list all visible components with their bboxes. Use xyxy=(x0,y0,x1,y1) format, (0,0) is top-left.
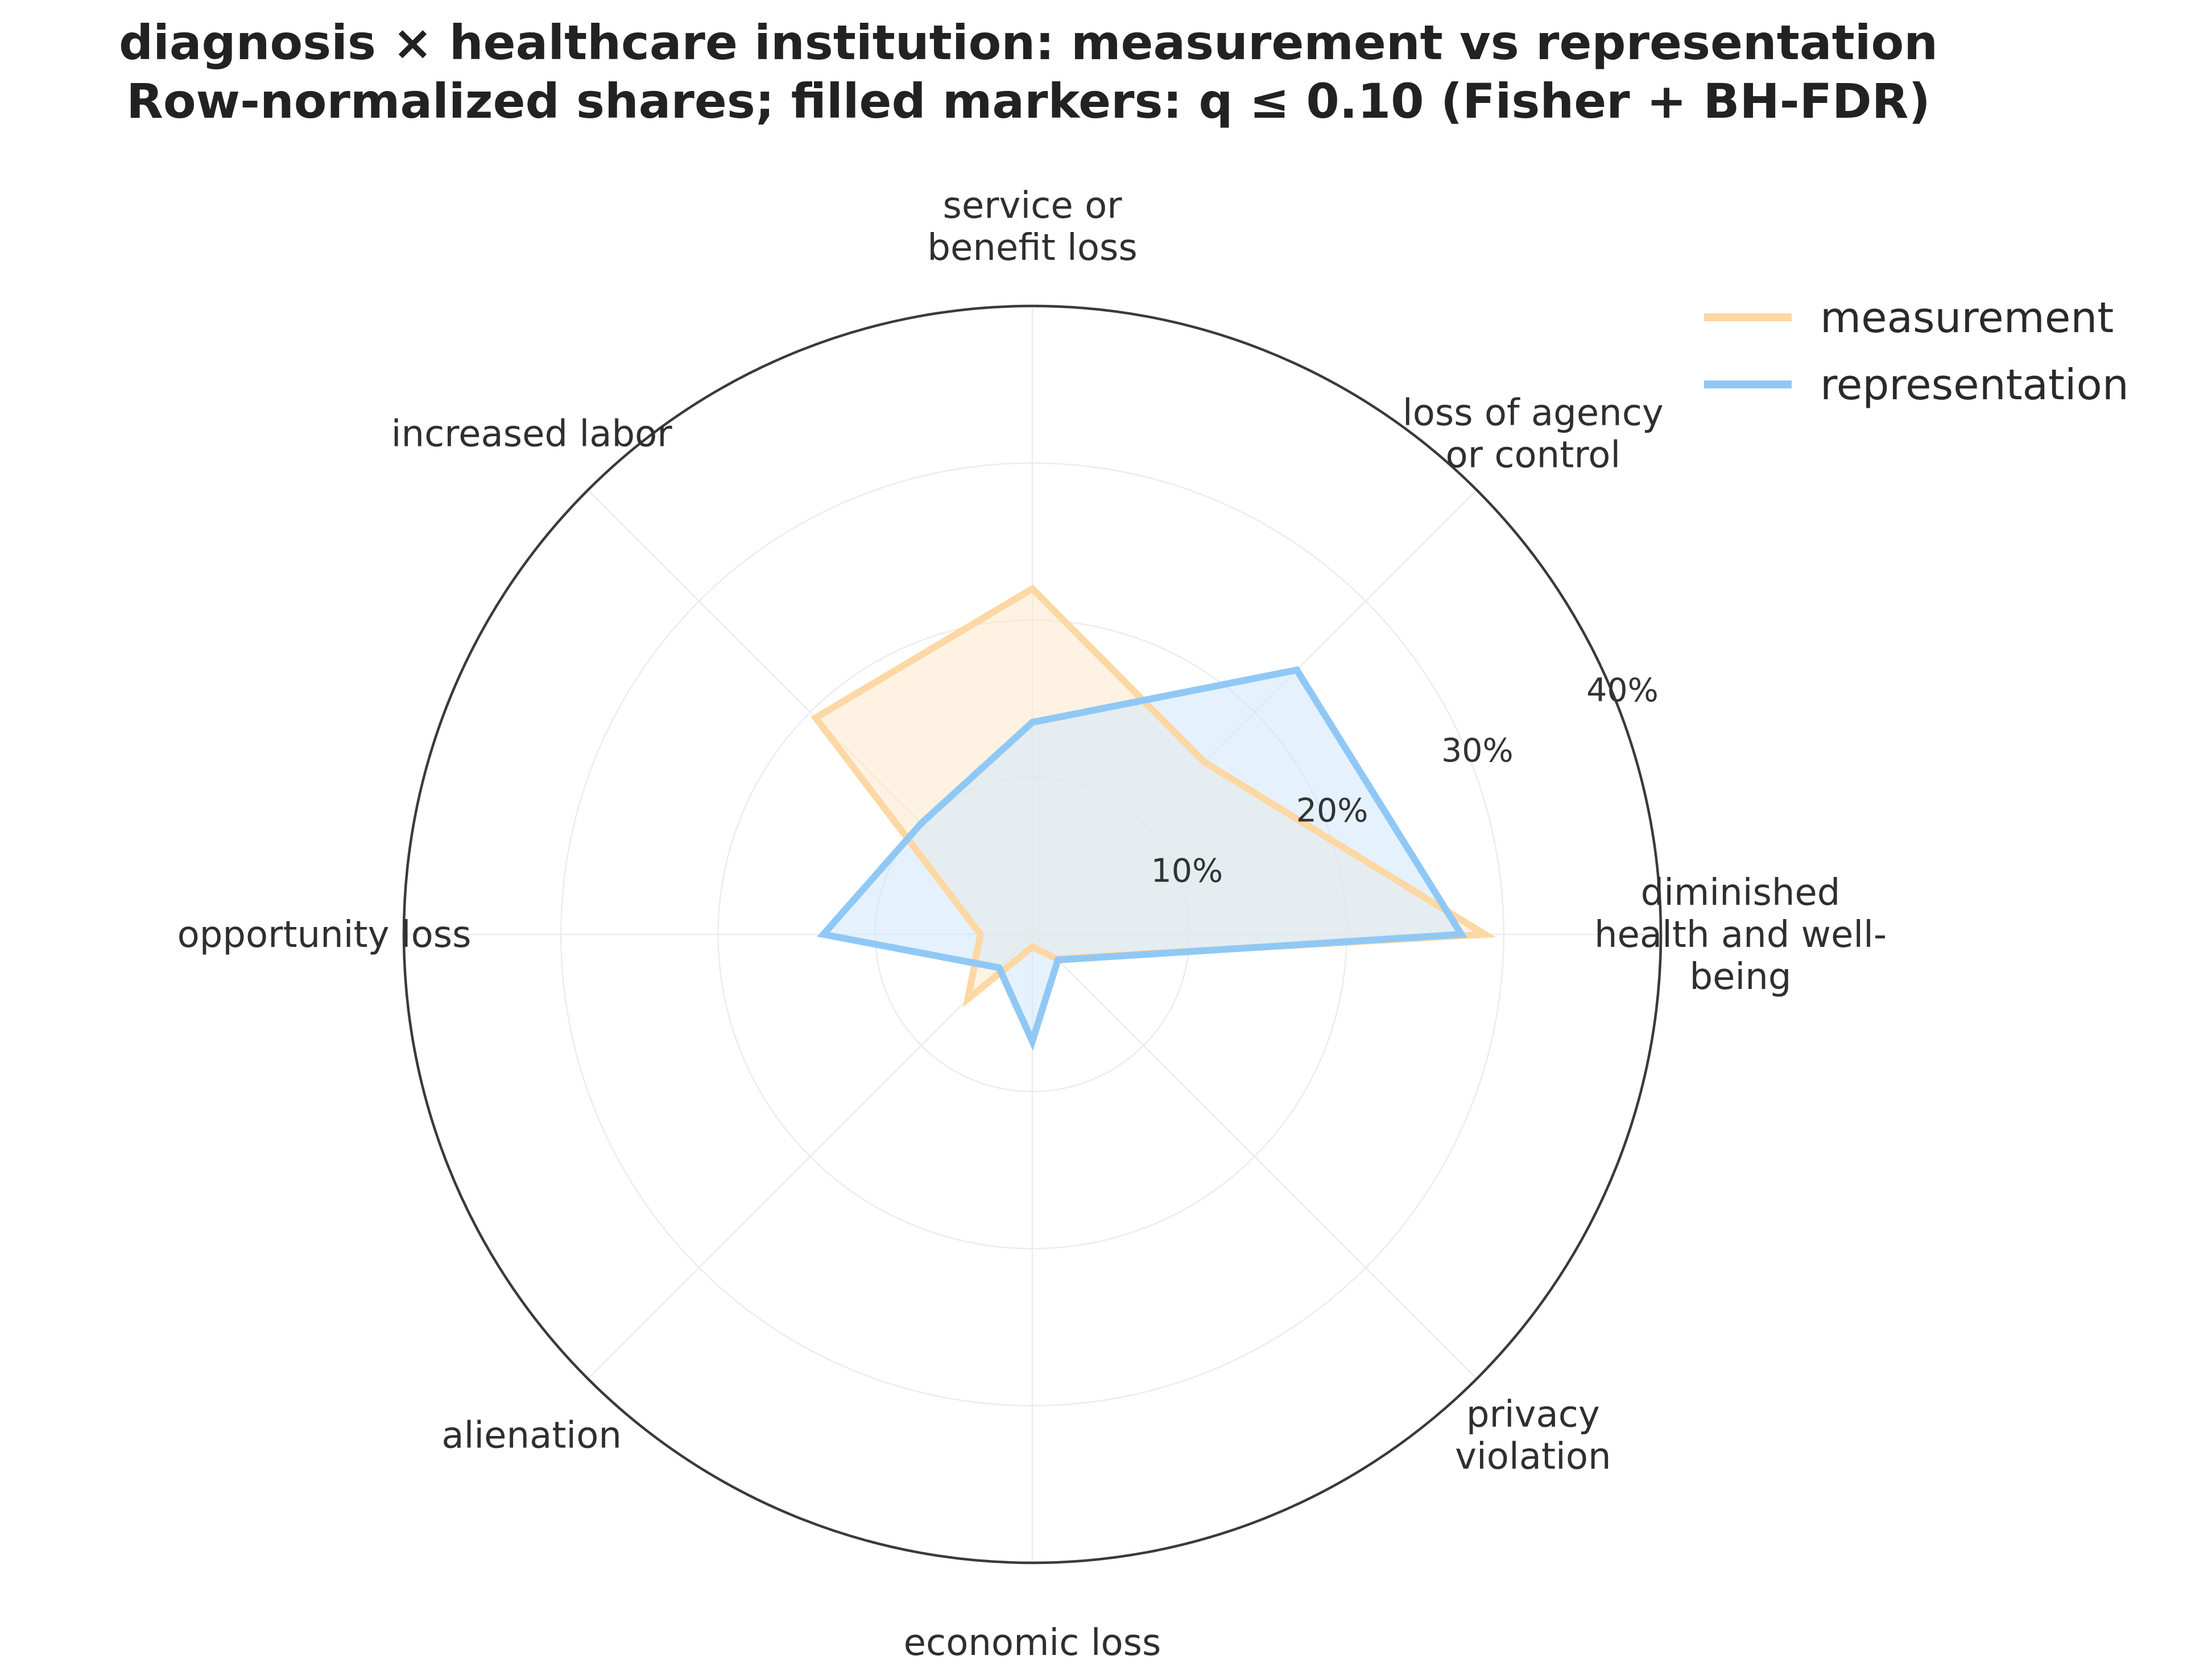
category-label: loss of agency or control xyxy=(1403,392,1664,477)
series-area-representation xyxy=(823,670,1462,1041)
category-label-line: privacy xyxy=(1466,1393,1600,1435)
chart-title: diagnosis × healthcare institution: meas… xyxy=(119,15,1938,71)
radial-tick-label: 30% xyxy=(1441,732,1514,769)
grid-spoke xyxy=(1032,934,1478,1380)
legend-label-representation: representation xyxy=(1820,361,2129,409)
category-label: diminished health and well-being xyxy=(1594,872,1887,998)
series-group xyxy=(811,584,1496,1051)
category-label-line: being xyxy=(1690,956,1792,998)
category-label-line: alienation xyxy=(441,1414,622,1456)
category-label: service or benefit loss xyxy=(927,185,1137,269)
radial-tick-label: 40% xyxy=(1586,672,1659,709)
category-label-line: health and well- xyxy=(1594,914,1887,956)
radial-tick-labels: 10% 20% 30% 40% xyxy=(1151,672,1659,889)
category-label-line: opportunity loss xyxy=(177,914,472,956)
grid-spoke xyxy=(587,934,1033,1380)
chart-subtitle: Row-normalized shares; filled markers: q… xyxy=(126,73,1930,129)
category-label-line: service or xyxy=(942,185,1122,227)
category-label: alienation xyxy=(441,1414,622,1456)
category-label-line: or control xyxy=(1446,434,1621,477)
category-labels: diminished health and well-being loss of a… xyxy=(177,185,1887,1664)
category-label-line: violation xyxy=(1455,1435,1611,1478)
legend-label-measurement: measurement xyxy=(1820,293,2114,342)
radial-tick-label: 20% xyxy=(1296,792,1368,830)
category-label-line: increased labor xyxy=(391,413,673,456)
category-label: economic loss xyxy=(904,1622,1161,1664)
outer-frame-circle xyxy=(402,304,1663,1565)
category-label: privacy violation xyxy=(1455,1393,1611,1478)
category-label-line: loss of agency xyxy=(1403,392,1664,434)
category-label-line: benefit loss xyxy=(927,227,1137,269)
category-label: increased labor xyxy=(391,413,673,456)
category-label-line: diminished xyxy=(1641,872,1841,914)
chart-title-group: diagnosis × healthcare institution: meas… xyxy=(119,15,1938,129)
category-label: opportunity loss xyxy=(177,914,472,956)
radial-tick-label: 10% xyxy=(1151,852,1223,889)
legend: measurement representation xyxy=(1704,293,2129,409)
category-label-line: economic loss xyxy=(904,1622,1161,1664)
